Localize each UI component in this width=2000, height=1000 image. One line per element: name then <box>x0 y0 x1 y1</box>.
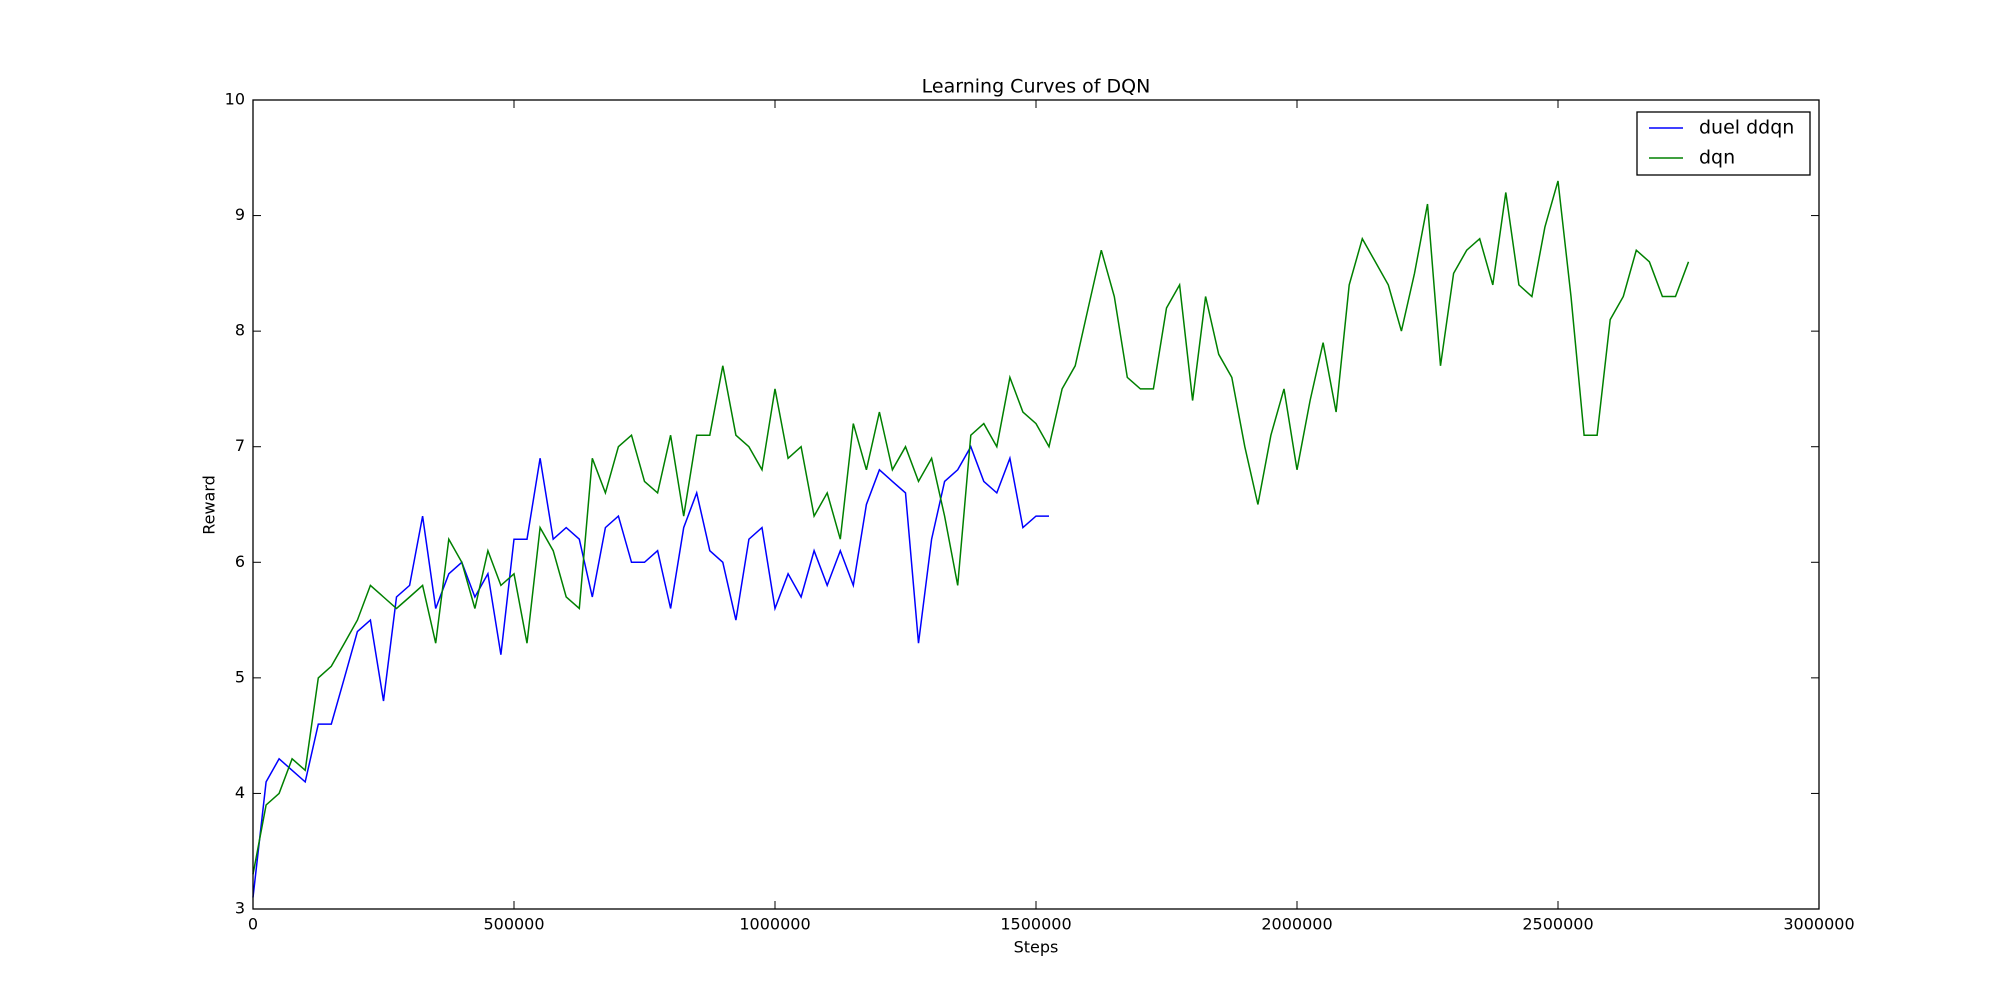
x-tick-label: 2500000 <box>1522 915 1593 934</box>
x-tick-label: 1000000 <box>739 915 810 934</box>
y-tick-label: 7 <box>235 436 245 455</box>
y-tick-label: 6 <box>235 552 245 571</box>
x-tick-label: 2000000 <box>1261 915 1332 934</box>
y-tick-label: 4 <box>235 783 245 802</box>
x-tick-label: 0 <box>248 915 258 934</box>
y-tick-label: 3 <box>235 899 245 918</box>
legend-box <box>1636 111 1811 176</box>
chart-title: Learning Curves of DQN <box>922 76 1151 98</box>
y-tick-label: 8 <box>235 321 245 340</box>
x-axis-label: Steps <box>1014 938 1059 957</box>
legend-label: dqn <box>1699 147 1735 169</box>
legend-label: duel ddqn <box>1699 117 1794 139</box>
x-tick-label: 1500000 <box>1000 915 1071 934</box>
y-tick-label: 9 <box>235 205 245 224</box>
y-tick-label: 10 <box>225 90 245 109</box>
data-line <box>252 444 1049 898</box>
y-tick-label: 5 <box>235 667 245 686</box>
y-axis-label: Reward <box>200 475 219 535</box>
x-tick-label: 3000000 <box>1783 915 1854 934</box>
data-line <box>252 180 1690 875</box>
x-tick-label: 500000 <box>483 915 544 934</box>
plot-frame <box>252 99 1820 910</box>
